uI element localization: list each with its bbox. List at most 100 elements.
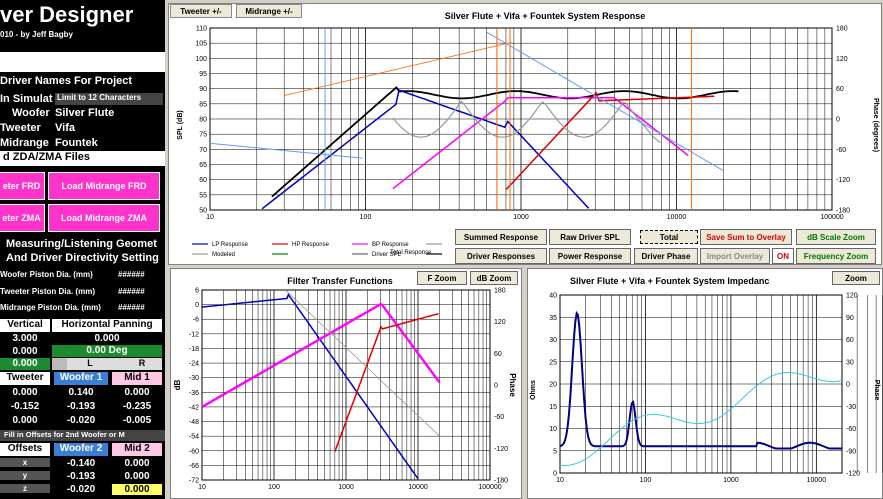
y-tick-label: -18: [189, 346, 199, 353]
pan-left-label: L: [87, 358, 93, 368]
offset-r2-c1[interactable]: -0.152: [10, 401, 40, 412]
x-tick-label: 10000: [807, 477, 827, 484]
ft-bp-curve: [201, 302, 441, 408]
offset-r3-c1[interactable]: 0.000: [12, 415, 38, 426]
y-tick-label: -24: [189, 361, 199, 368]
offsets-header: Offsets: [0, 443, 50, 456]
pan-scrollbar[interactable]: L R: [52, 358, 162, 370]
scroll-left-arrow[interactable]: [52, 358, 67, 370]
woofer-name-field[interactable]: Silver Flute: [55, 107, 115, 119]
horizontal-angle[interactable]: 0.00 Deg: [52, 345, 162, 357]
total-button[interactable]: Total: [640, 230, 698, 244]
db-scale-zoom-button[interactable]: dB Scale Zoom: [796, 229, 876, 245]
y2-tick-label: -60: [494, 414, 504, 421]
y-tick-label: -60: [189, 448, 199, 455]
y-tick-label: 100: [195, 56, 207, 63]
system-legend: LP Response HP Response BP Response Mode…: [192, 242, 442, 258]
offset-r3-c3[interactable]: -0.005: [122, 415, 152, 426]
y2-tick-label: -180: [494, 478, 508, 485]
offset2-r3-c1[interactable]: -0.020: [66, 484, 96, 495]
raw-driver-spl-button[interactable]: Raw Driver SPL: [549, 229, 631, 245]
legend-driver-spl: Driver SPL: [372, 252, 402, 258]
impedance-zoom-button[interactable]: Zoom: [832, 271, 880, 285]
offset-r2-c3[interactable]: -0.235: [122, 401, 152, 412]
driver-phase-button[interactable]: Driver Phase: [634, 248, 698, 264]
pan-right-label: R: [138, 358, 146, 368]
y-tick-label: -72: [189, 478, 199, 485]
load-tweeter-frd-button[interactable]: eter FRD: [0, 172, 45, 200]
modeled-curve: [392, 100, 661, 143]
y-tick-label: 70: [199, 147, 207, 154]
offset-r1-c1[interactable]: 0.000: [12, 387, 38, 398]
app-title: ver Designer: [0, 2, 134, 27]
tweeter-label: Tweeter: [0, 122, 41, 134]
zda-zma-header: d ZDA/ZMA Files: [0, 151, 165, 166]
y-tick-label: 35: [549, 315, 557, 322]
im-phase-axis-label: Phase: [873, 380, 880, 401]
offset2-r1-c1[interactable]: -0.140: [66, 458, 96, 469]
y2-tick-label: 120: [846, 293, 858, 300]
legend-modeled: Modeled: [212, 252, 235, 258]
midrange-piston-label: Midrange Piston Dia. (mm): [0, 303, 101, 312]
load-midrange-zma-button[interactable]: Load Midrange ZMA: [48, 204, 160, 232]
y2-tick-label: -30: [846, 404, 856, 411]
legend-hp: HP Response: [292, 242, 330, 248]
driver-responses-button[interactable]: Driver Responses: [455, 248, 547, 264]
tweeter-piston-value[interactable]: ######: [118, 287, 145, 296]
app-subtitle: 010 - by Jeff Bagby: [0, 30, 73, 39]
lp-response-curve: [261, 89, 590, 210]
y2-tick-label: 60: [494, 351, 502, 358]
tab-midrange[interactable]: Midrange +/-: [236, 4, 302, 18]
tab-tweeter[interactable]: Tweeter +/-: [170, 4, 232, 18]
horizontal-value-1[interactable]: 0.000: [94, 333, 120, 344]
f-zoom-button[interactable]: F Zoom: [417, 271, 467, 285]
power-response-button[interactable]: Power Response: [549, 248, 631, 264]
woofer-piston-value[interactable]: ######: [118, 270, 145, 279]
offset-r1-c3[interactable]: 0.000: [124, 387, 150, 398]
x-tick-label: 1000: [338, 484, 354, 491]
vertical-value-3[interactable]: 0.000: [0, 358, 50, 370]
y2-tick-label: 180: [836, 26, 848, 33]
limit-note: Limit to 12 Characters: [55, 93, 163, 105]
vertical-value-1[interactable]: 3.000: [12, 333, 38, 344]
overlay-on-toggle[interactable]: ON: [772, 248, 794, 264]
summed-response-button[interactable]: Summed Response: [455, 229, 547, 245]
tweeter-name-field[interactable]: Vifa: [55, 122, 75, 134]
offset2-r2-c2[interactable]: 0.000: [124, 471, 150, 482]
import-overlay-button[interactable]: Import Overlay: [700, 248, 770, 264]
offset2-r1-c2[interactable]: 0.000: [124, 458, 150, 469]
axis-x-label: x: [0, 458, 50, 467]
total-response-curve: [271, 86, 739, 198]
x-tick-label: 100: [268, 484, 280, 491]
midrange-piston-value[interactable]: ######: [118, 303, 145, 312]
y2-tick-label: 0: [494, 383, 498, 390]
x-tick-label: 100000: [478, 484, 501, 491]
offset-r1-c2[interactable]: 0.140: [68, 387, 94, 398]
y-tick-label: -36: [189, 390, 199, 397]
midrange-name-field[interactable]: Fountek: [55, 137, 98, 149]
vertical-value-2[interactable]: 0.000: [12, 346, 38, 357]
offset-r2-c2[interactable]: -0.193: [66, 401, 96, 412]
x-tick-label: 10: [206, 214, 214, 221]
y2-tick-label: 180: [494, 288, 506, 295]
frequency-zoom-button[interactable]: Frequency Zoom: [796, 248, 876, 264]
mid1-col-header: Mid 1: [112, 372, 162, 385]
y-tick-label: 110: [196, 26, 207, 33]
x-tick-label: 10: [556, 477, 564, 484]
y2-tick-label: -120: [846, 471, 860, 478]
ft-lp-curve: [201, 292, 419, 480]
y-tick-label: 0: [195, 302, 199, 309]
y-tick-label: -30: [189, 375, 199, 382]
offset2-r2-c1[interactable]: -0.193: [66, 471, 96, 482]
tweeter-piston-label: Tweeter Piston Dia. (mm): [0, 287, 95, 296]
midrange-label: Midrange: [0, 137, 49, 149]
load-tweeter-zma-button[interactable]: eter ZMA: [0, 204, 45, 232]
save-sum-overlay-button[interactable]: Save Sum to Overlay: [700, 229, 792, 245]
offset2-r3-c2[interactable]: 0.000: [112, 484, 162, 495]
y2-tick-label: -180: [836, 208, 850, 215]
y-tick-label: 0: [553, 471, 557, 478]
db-zoom-button[interactable]: dB Zoom: [470, 271, 518, 285]
phase-curve: [209, 142, 363, 159]
load-midrange-frd-button[interactable]: Load Midrange FRD: [48, 172, 160, 200]
offset-r3-c2[interactable]: -0.020: [66, 415, 96, 426]
